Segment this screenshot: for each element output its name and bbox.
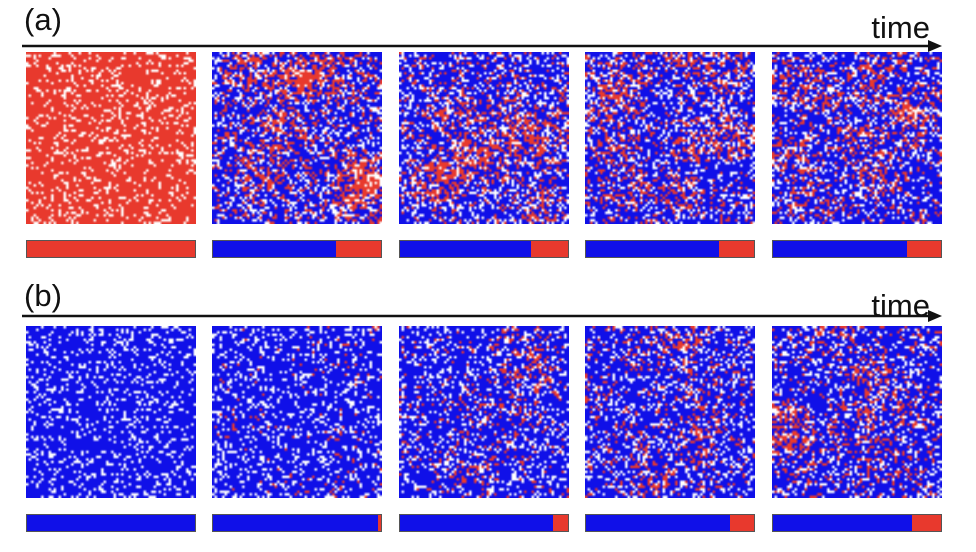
defector-segment [27, 241, 195, 257]
lattice-frame-a-1 [26, 52, 196, 224]
time-arrow-b [22, 310, 942, 322]
time-arrow-a [22, 40, 942, 52]
time-label-a: time [871, 10, 930, 45]
lattice-canvas [26, 52, 196, 224]
defector-segment [730, 515, 754, 531]
lattice-canvas [399, 326, 569, 498]
cooperator-segment [27, 515, 195, 531]
lattice-frame-a-5 [772, 52, 942, 224]
lattice-canvas [585, 52, 755, 224]
cooperator-segment [400, 241, 532, 257]
defector-segment [912, 515, 941, 531]
cooperator-segment [400, 515, 553, 531]
defector-segment [531, 241, 568, 257]
row-b: (b) time [0, 276, 976, 552]
lattice-canvas [772, 326, 942, 498]
lattice-frame-a-3 [399, 52, 569, 224]
lattice-frame-b-5 [772, 326, 942, 498]
fraction-bar-a-4 [585, 240, 755, 258]
fraction-bar-b-3 [399, 514, 569, 532]
lattice-frame-b-1 [26, 326, 196, 498]
lattice-frame-b-4 [585, 326, 755, 498]
defector-segment [718, 241, 754, 257]
lattice-canvas [585, 326, 755, 498]
fraction-bar-b-2 [212, 514, 382, 532]
cooperator-segment [586, 515, 731, 531]
defector-segment [335, 241, 381, 257]
fraction-bar-a-3 [399, 240, 569, 258]
lattice-frame-b-2 [212, 326, 382, 498]
lattice-canvas [399, 52, 569, 224]
fraction-bar-a-5 [772, 240, 942, 258]
row-a: (a) time [22, 2, 942, 258]
panel-label-a: (a) [24, 2, 62, 37]
lattice-canvas [212, 52, 382, 224]
cooperator-segment [773, 515, 913, 531]
defector-segment [907, 241, 941, 257]
defector-segment [552, 515, 568, 531]
lattice-frame-a-2 [212, 52, 382, 224]
cooperator-segment [586, 241, 719, 257]
fraction-bar-a-1 [26, 240, 196, 258]
lattice-frame-b-3 [399, 326, 569, 498]
cooperator-segment [213, 515, 378, 531]
fraction-bar-a-2 [212, 240, 382, 258]
fraction-bar-b-4 [585, 514, 755, 532]
lattice-canvas [772, 52, 942, 224]
cooperator-segment [773, 241, 908, 257]
fraction-bar-b-5 [772, 514, 942, 532]
cooperator-segment [213, 241, 336, 257]
lattice-frame-a-4 [585, 52, 755, 224]
lattice-canvas [26, 326, 196, 498]
defector-segment [377, 515, 381, 531]
lattice-canvas [212, 326, 382, 498]
fraction-bar-b-1 [26, 514, 196, 532]
panel-label-b: (b) [24, 278, 62, 313]
